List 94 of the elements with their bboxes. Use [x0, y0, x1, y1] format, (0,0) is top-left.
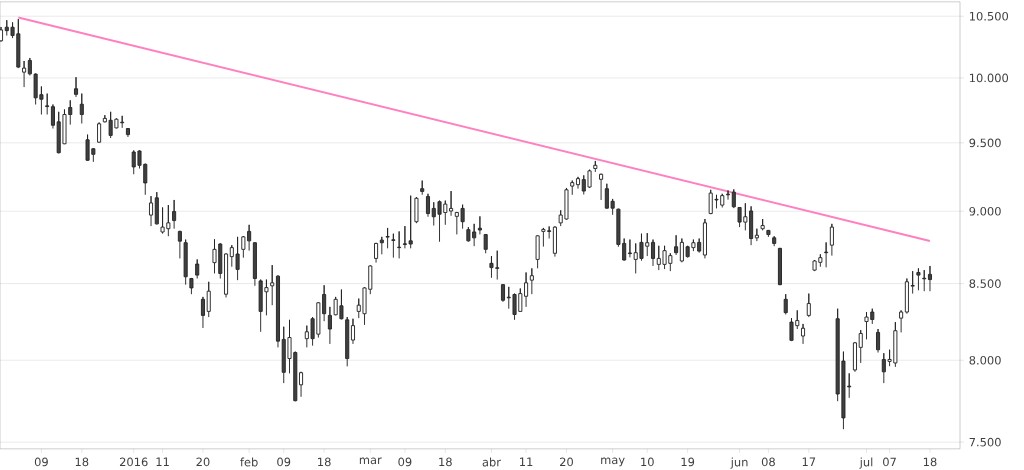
y-tick-label: 10.000 [969, 73, 1009, 83]
candlestick [425, 193, 431, 218]
candlestick [575, 176, 581, 190]
y-tick-label: 8.500 [969, 279, 1001, 288]
x-tick-label: 11 [520, 457, 533, 466]
candlestick [379, 236, 384, 255]
x-tick-label: 11 [156, 457, 169, 466]
x-tick-label: 18 [923, 457, 937, 467]
candlestick [270, 264, 275, 306]
candlestick [177, 230, 182, 259]
candlestick [172, 199, 177, 230]
candlestick [754, 228, 759, 242]
candlestick [766, 229, 771, 238]
candlestick [731, 188, 736, 209]
x-tick-label: 07 [883, 457, 896, 467]
y-tick-label: 8.000 [969, 355, 1001, 365]
candlestick [125, 127, 130, 138]
candlestick [224, 252, 229, 298]
candlestick [97, 122, 102, 144]
y-tick-label: 7.500 [969, 437, 1001, 447]
y-tick-label: 10.500 [969, 11, 1009, 21]
candlestick [593, 160, 598, 173]
x-tick-label: 18 [439, 457, 452, 467]
candlestick [385, 227, 390, 249]
x-tick-label: 17 [802, 457, 816, 466]
candlestick [374, 242, 379, 264]
x-tick-label: 18 [75, 457, 89, 467]
candlestick [79, 93, 84, 125]
candlestick [206, 281, 211, 318]
candlestick [927, 265, 932, 292]
candlestick [477, 215, 482, 235]
candlestick [299, 371, 304, 398]
candlestick [674, 234, 679, 256]
candlestick [529, 267, 534, 295]
candlestick [483, 233, 488, 254]
candlestick [195, 258, 200, 279]
candlestick [702, 218, 707, 259]
candlestick [252, 241, 257, 287]
candlestick [829, 223, 834, 257]
x-tick-label: abr [482, 457, 501, 467]
candlestick [350, 318, 356, 345]
x-tick-label: 09 [34, 457, 48, 467]
candlestick [760, 218, 765, 231]
x-tick-label: 20 [560, 457, 573, 467]
candlestick [0, 26, 4, 43]
candlestick [852, 341, 857, 373]
x-tick-label: 09 [398, 457, 412, 467]
x-tick-label: 10 [641, 457, 654, 467]
candlestick [327, 306, 332, 345]
x-tick-label: feb [240, 457, 258, 467]
x-tick-label: 19 [681, 457, 695, 467]
candlestick [824, 241, 829, 268]
candlestick [650, 239, 656, 267]
x-tick-label: may [601, 457, 625, 467]
candlestick [154, 191, 159, 226]
x-tick-label: 2016 [119, 457, 148, 467]
x-tick-label: 20 [196, 457, 210, 467]
x-tick-label: 08 [761, 457, 775, 467]
candlestick [45, 93, 50, 115]
candlestick [876, 328, 881, 354]
candlestick [772, 235, 777, 247]
candlestick [552, 225, 557, 258]
candlestick [200, 296, 205, 329]
candlestick [420, 180, 425, 196]
candlestick [725, 190, 731, 201]
candlestick [858, 329, 863, 364]
x-tick-label: 09 [277, 457, 291, 467]
candlestick [922, 269, 927, 292]
candlestick [183, 239, 188, 286]
y-tick-label: 9.000 [969, 206, 1001, 216]
candlestick [535, 234, 540, 269]
x-tick-label: jun [730, 457, 748, 469]
x-tick-label: mar [359, 457, 382, 465]
candlestick [74, 76, 79, 98]
candlestick [149, 195, 154, 227]
candlestick [391, 233, 396, 259]
candlestick [570, 180, 575, 196]
candlestick [414, 196, 419, 224]
candlestick [599, 173, 604, 201]
candlestick [801, 323, 806, 345]
candlestick [806, 293, 811, 318]
x-tick-label: jul [859, 457, 873, 469]
candlestick [783, 293, 788, 315]
candlestick [899, 309, 904, 333]
candlestick [50, 104, 55, 129]
candlestick [777, 247, 782, 286]
x-tick-label: 18 [318, 457, 331, 467]
candlestick [916, 267, 921, 291]
y-tick-label: 9.500 [969, 138, 1001, 148]
candlestick [345, 316, 350, 367]
candlestick [189, 277, 194, 295]
candlestick [397, 230, 402, 259]
candlestick [275, 274, 280, 348]
candlestick [500, 283, 506, 303]
